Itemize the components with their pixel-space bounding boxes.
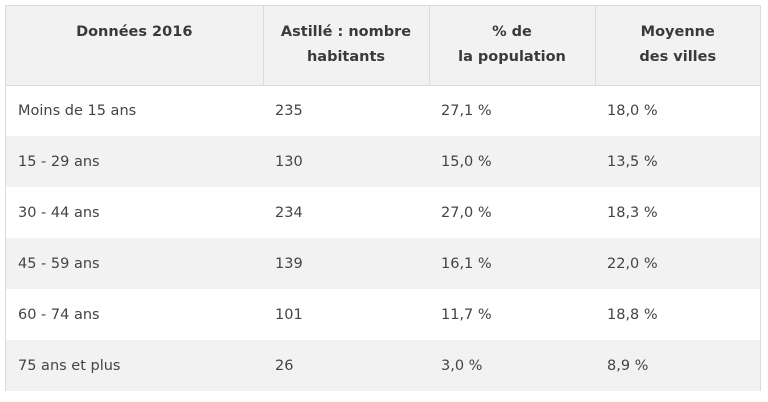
cell-pourcentage: 3,0 %: [429, 340, 595, 391]
header-line: Astillé : nombre: [280, 24, 412, 40]
table-row: 15 - 29 ans 130 15,0 % 13,5 %: [6, 136, 760, 187]
cell-pourcentage: 15,0 %: [429, 136, 595, 187]
header-line: Données 2016: [76, 24, 193, 40]
header-pourcentage: % de la population: [429, 6, 596, 86]
cell-habitants: 130: [263, 136, 429, 187]
header-line: des villes: [639, 49, 717, 65]
header-donnees: Données 2016: [6, 6, 264, 86]
header-line: habitants: [306, 49, 386, 65]
header-line: % de: [492, 24, 532, 40]
population-age-table: Données 2016 Astillé : nombre habitants …: [6, 6, 760, 391]
cell-pourcentage: 27,0 %: [441, 204, 492, 221]
cell-habitants: 139: [263, 238, 429, 289]
header-line: la population: [458, 49, 566, 65]
cell-habitants: 235: [275, 102, 303, 119]
cell-age-group: 45 - 59 ans: [6, 238, 263, 289]
cell-age-group: 30 - 44 ans: [18, 204, 100, 221]
table-row: 30 - 44 ans 234 27,0 % 18,3 %: [6, 187, 760, 238]
cell-moyenne: 18,0 %: [607, 102, 658, 119]
cell-moyenne: 18,3 %: [607, 204, 658, 221]
population-table-container: Données 2016 Astillé : nombre habitants …: [5, 5, 761, 391]
cell-habitants: 234: [275, 204, 303, 221]
table-row: 45 - 59 ans 139 16,1 % 22,0 %: [6, 238, 760, 289]
header-row: Données 2016 Astillé : nombre habitants …: [6, 6, 760, 86]
cell-age-group: 15 - 29 ans: [6, 136, 263, 187]
cell-habitants: 26: [263, 340, 429, 391]
table-header: Données 2016 Astillé : nombre habitants …: [6, 6, 760, 86]
cell-moyenne: 18,8 %: [607, 306, 658, 323]
table-row: 60 - 74 ans 101 11,7 % 18,8 %: [6, 289, 760, 340]
cell-pourcentage: 27,1 %: [441, 102, 492, 119]
table-row: 75 ans et plus 26 3,0 % 8,9 %: [6, 340, 760, 391]
cell-moyenne: 13,5 %: [595, 136, 760, 187]
table-row: Moins de 15 ans 235 27,1 % 18,0 %: [6, 85, 760, 136]
cell-age-group: 60 - 74 ans: [18, 306, 100, 323]
cell-pourcentage: 16,1 %: [429, 238, 595, 289]
cell-pourcentage: 11,7 %: [441, 306, 492, 323]
table-body: Moins de 15 ans 235 27,1 % 18,0 % 15 - 2…: [6, 85, 760, 391]
cell-age-group: Moins de 15 ans: [18, 102, 137, 119]
header-line: Moyenne: [640, 24, 715, 40]
header-habitants: Astillé : nombre habitants: [263, 6, 430, 86]
cell-moyenne: 22,0 %: [595, 238, 760, 289]
header-moyenne: Moyenne des villes: [595, 6, 760, 86]
cell-moyenne: 8,9 %: [595, 340, 760, 391]
cell-age-group: 75 ans et plus: [6, 340, 263, 391]
cell-habitants: 101: [275, 306, 303, 323]
